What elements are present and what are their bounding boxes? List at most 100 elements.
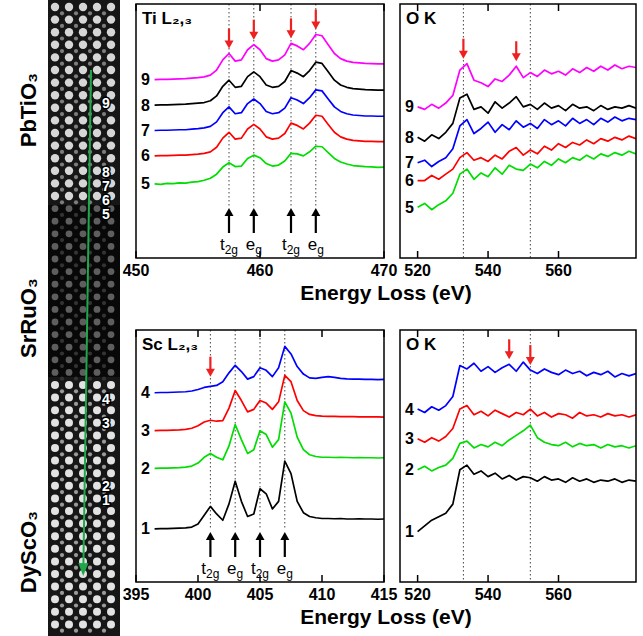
atom-column (88, 364, 92, 368)
atom-column (94, 331, 101, 338)
atom-column (60, 339, 64, 343)
atom-column (102, 440, 106, 444)
atom-column (60, 188, 64, 192)
atom-column (74, 427, 78, 431)
atom-column (52, 331, 59, 338)
x-tick-label: 470 (371, 262, 398, 279)
spectrum-line (155, 62, 384, 105)
atom-column (88, 465, 92, 469)
atom-column (74, 62, 78, 66)
atom-column (93, 507, 101, 515)
x-tick (417, 575, 419, 582)
atom-column (74, 112, 78, 116)
spectrum-line (418, 64, 636, 110)
atom-column (65, 141, 73, 149)
atom-column (108, 243, 115, 250)
atom-column (66, 344, 73, 351)
spectrum-line (418, 151, 636, 209)
atom-column (60, 377, 64, 381)
atom-column (93, 141, 101, 149)
atom-column (79, 116, 87, 124)
atom-column (66, 268, 73, 275)
atom-column (102, 112, 106, 116)
atom-column (74, 200, 78, 204)
series-label: 4 (405, 401, 414, 418)
atom-column (79, 482, 87, 490)
peak-arrow-head (280, 532, 289, 540)
atom-column (88, 540, 92, 544)
atom-column (79, 66, 87, 74)
atom-column (93, 381, 101, 389)
red-arrow-head (526, 357, 535, 365)
peak-label: eg (227, 559, 243, 581)
atom-column (88, 578, 92, 582)
atom-column (107, 141, 115, 149)
atom-column (60, 351, 64, 355)
atom-column (51, 608, 59, 616)
atom-column (107, 557, 115, 565)
atom-column (52, 306, 59, 313)
reference-line (229, 4, 230, 206)
red-arrow (209, 357, 211, 371)
series-label: 2 (141, 460, 150, 477)
atom-column (102, 603, 106, 607)
reference-line (463, 4, 464, 258)
x-tick-label: 540 (475, 586, 502, 603)
layer-label: PbTiO₃ (16, 73, 41, 148)
atom-column (74, 213, 78, 217)
atom-column (88, 301, 92, 305)
atom-column (94, 319, 101, 326)
atom-column (74, 578, 78, 582)
atom-column (102, 465, 106, 469)
atom-column (88, 452, 92, 456)
atom-column (107, 545, 115, 553)
atom-column (52, 218, 59, 225)
atom-column (79, 583, 87, 591)
series-label: 7 (405, 154, 414, 171)
atom-column (51, 494, 59, 502)
atom-column (107, 595, 115, 603)
atom-column (60, 465, 64, 469)
plot-frame (400, 330, 636, 582)
atom-column (107, 620, 115, 628)
atom-column (102, 225, 106, 229)
atom-column (74, 389, 78, 393)
atom-column (94, 218, 101, 225)
atom-column (88, 440, 92, 444)
atom-column (60, 175, 64, 179)
atom-column (51, 141, 59, 149)
atom-column (94, 230, 101, 237)
atom-column (51, 583, 59, 591)
atom-column (108, 281, 115, 288)
atom-column (94, 281, 101, 288)
atom-column (74, 188, 78, 192)
atom-column (107, 78, 115, 86)
red-arrow (508, 339, 510, 353)
atom-column (93, 41, 101, 49)
atom-column (65, 394, 73, 402)
atom-column (93, 532, 101, 540)
atom-column (107, 66, 115, 74)
reference-line (530, 330, 531, 582)
atom-column (74, 11, 78, 15)
atom-column (60, 591, 64, 595)
spectrum-line (418, 117, 636, 167)
atom-column (51, 419, 59, 427)
atom-column (107, 469, 115, 477)
atom-column (74, 137, 78, 141)
peak-arrow-head (225, 208, 234, 216)
atom-column (80, 281, 87, 288)
red-arrow-head (459, 51, 468, 59)
atom-column (51, 444, 59, 452)
atom-column (93, 469, 101, 477)
atom-column (65, 15, 73, 23)
atom-column (108, 331, 115, 338)
atom-column (107, 457, 115, 465)
series-label: 1 (141, 520, 150, 537)
atom-column (74, 364, 78, 368)
peak-arrow (284, 538, 286, 557)
atom-column (65, 595, 73, 603)
spectrum-line (155, 34, 384, 79)
x-tick (558, 251, 560, 258)
atom-column (65, 583, 73, 591)
